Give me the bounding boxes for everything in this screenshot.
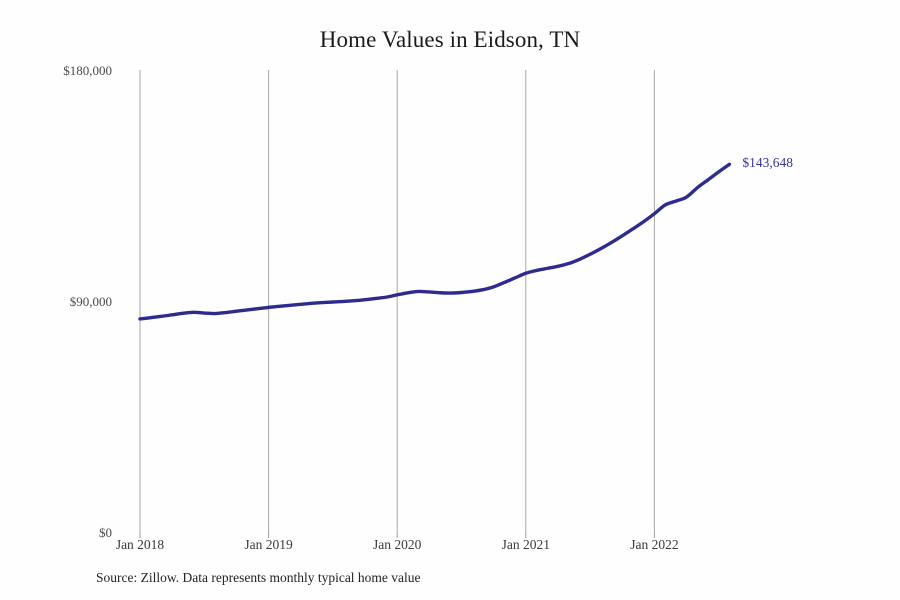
x-axis-tickmarks-group: [139, 533, 655, 538]
x-axis-tick-label-jan-2022: Jan 2022: [630, 537, 679, 552]
x-axis-tick-label-jan-2018: Jan 2018: [115, 537, 165, 552]
x-axis-tick-label-jan-2020: Jan 2020: [373, 537, 422, 552]
source-note: Source: Zillow. Data represents monthly …: [96, 570, 421, 585]
end-value-annotation: $143,648: [742, 155, 794, 171]
y-axis-tick-label-180000: $180,000: [63, 63, 112, 78]
x-axis-tick-label-jan-2019: Jan 2019: [244, 537, 293, 552]
home-value-line-series: [138, 162, 732, 321]
y-axis-tick-label-0: $0: [99, 525, 112, 540]
y-axis-tick-label-90000: $90,000: [69, 294, 112, 309]
gridlines-group: [139, 70, 655, 533]
x-axis-tick-label-jan-2021: Jan 2021: [501, 537, 550, 552]
chart-title: Home Values in Eidson, TN: [319, 27, 581, 52]
